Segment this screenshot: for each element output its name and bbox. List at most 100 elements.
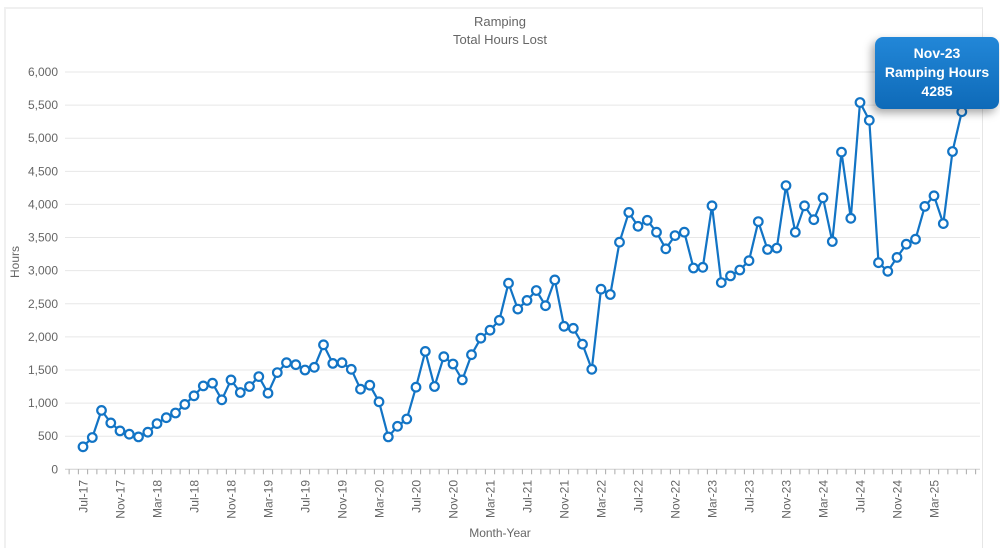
data-point[interactable] bbox=[910, 233, 921, 245]
data-point[interactable] bbox=[290, 359, 302, 371]
data-point[interactable] bbox=[253, 371, 265, 383]
data-point[interactable] bbox=[475, 332, 487, 344]
data-point[interactable] bbox=[873, 257, 884, 269]
data-point[interactable] bbox=[836, 146, 847, 158]
data-point[interactable] bbox=[429, 381, 440, 392]
data-point[interactable] bbox=[262, 387, 274, 399]
data-point[interactable] bbox=[808, 214, 820, 226]
data-point[interactable] bbox=[817, 192, 829, 204]
data-point[interactable] bbox=[197, 380, 209, 392]
data-point[interactable] bbox=[105, 417, 117, 429]
data-point[interactable] bbox=[725, 270, 736, 282]
data-point[interactable] bbox=[271, 367, 283, 379]
data-point[interactable] bbox=[114, 425, 126, 437]
data-point[interactable] bbox=[595, 283, 607, 295]
data-point[interactable] bbox=[623, 206, 635, 218]
data-point[interactable] bbox=[549, 274, 561, 286]
data-point[interactable] bbox=[392, 420, 403, 432]
data-point[interactable] bbox=[401, 413, 413, 425]
data-point[interactable] bbox=[484, 324, 496, 336]
data-point[interactable] bbox=[225, 374, 237, 386]
data-point[interactable] bbox=[503, 277, 514, 289]
data-point[interactable] bbox=[678, 226, 690, 238]
data-point[interactable] bbox=[632, 220, 644, 232]
data-point[interactable] bbox=[734, 264, 746, 276]
data-point[interactable] bbox=[355, 383, 366, 395]
data-point[interactable] bbox=[669, 230, 681, 242]
x-category-label: Mar-18 bbox=[151, 480, 165, 518]
data-point[interactable] bbox=[882, 265, 894, 277]
tooltip-series-label: Ramping Hours bbox=[884, 64, 990, 80]
data-point[interactable] bbox=[780, 180, 792, 192]
data-point[interactable] bbox=[586, 363, 598, 375]
data-point[interactable] bbox=[123, 428, 135, 440]
data-point[interactable] bbox=[715, 277, 727, 289]
data-point[interactable] bbox=[419, 346, 431, 357]
data-point[interactable] bbox=[937, 218, 949, 230]
data-point[interactable] bbox=[96, 405, 107, 416]
data-point[interactable] bbox=[142, 426, 154, 438]
data-point[interactable] bbox=[614, 236, 625, 248]
data-point[interactable] bbox=[863, 114, 875, 126]
data-point[interactable] bbox=[336, 357, 348, 369]
data-point[interactable] bbox=[530, 285, 542, 296]
data-point[interactable] bbox=[170, 407, 181, 419]
data-point[interactable] bbox=[706, 200, 718, 212]
data-point[interactable] bbox=[207, 377, 218, 389]
data-point[interactable] bbox=[697, 261, 709, 273]
data-point[interactable] bbox=[244, 381, 255, 392]
data-point[interactable] bbox=[466, 349, 477, 361]
data-point[interactable] bbox=[382, 431, 394, 443]
data-point[interactable] bbox=[133, 431, 144, 443]
data-point[interactable] bbox=[604, 289, 616, 300]
data-point[interactable] bbox=[558, 320, 570, 332]
data-point[interactable] bbox=[900, 238, 912, 250]
data-point[interactable] bbox=[651, 226, 662, 238]
data-point[interactable] bbox=[826, 236, 838, 247]
data-point[interactable] bbox=[577, 338, 588, 350]
x-category-label: Nov-17 bbox=[114, 480, 128, 519]
data-point[interactable] bbox=[641, 214, 653, 226]
data-point[interactable] bbox=[854, 97, 866, 108]
data-point[interactable] bbox=[364, 379, 376, 391]
data-point[interactable] bbox=[789, 226, 801, 238]
data-point[interactable] bbox=[947, 146, 958, 157]
data-point[interactable] bbox=[410, 381, 422, 393]
data-point[interactable] bbox=[345, 363, 357, 375]
data-point[interactable] bbox=[919, 200, 931, 212]
data-point[interactable] bbox=[456, 374, 468, 386]
data-point[interactable] bbox=[512, 303, 524, 315]
data-point[interactable] bbox=[216, 394, 228, 406]
data-point[interactable] bbox=[179, 399, 191, 410]
data-point[interactable] bbox=[540, 300, 551, 312]
data-point[interactable] bbox=[845, 212, 857, 224]
data-point[interactable] bbox=[688, 262, 699, 274]
data-point[interactable] bbox=[447, 358, 459, 370]
data-point[interactable] bbox=[318, 339, 329, 351]
data-point[interactable] bbox=[762, 244, 773, 255]
data-point[interactable] bbox=[928, 190, 940, 202]
data-point[interactable] bbox=[891, 251, 903, 263]
data-point[interactable] bbox=[660, 243, 672, 255]
data-point[interactable] bbox=[77, 441, 89, 453]
data-point[interactable] bbox=[567, 322, 579, 334]
data-point[interactable] bbox=[373, 396, 385, 408]
data-point[interactable] bbox=[160, 412, 172, 424]
data-point[interactable] bbox=[521, 295, 533, 306]
data-point[interactable] bbox=[86, 432, 98, 443]
data-point[interactable] bbox=[438, 351, 450, 363]
data-point[interactable] bbox=[234, 387, 246, 398]
data-point[interactable] bbox=[281, 357, 292, 369]
data-point[interactable] bbox=[299, 364, 311, 376]
data-point[interactable] bbox=[188, 390, 200, 402]
data-point[interactable] bbox=[752, 216, 764, 228]
data-point[interactable] bbox=[743, 255, 755, 267]
data-point[interactable] bbox=[308, 361, 320, 373]
data-point[interactable] bbox=[799, 200, 810, 212]
data-point[interactable] bbox=[493, 314, 505, 326]
y-tick-label: 2,500 bbox=[28, 297, 58, 311]
data-point[interactable] bbox=[327, 358, 339, 369]
data-point[interactable] bbox=[151, 418, 163, 430]
data-point[interactable] bbox=[771, 242, 783, 254]
